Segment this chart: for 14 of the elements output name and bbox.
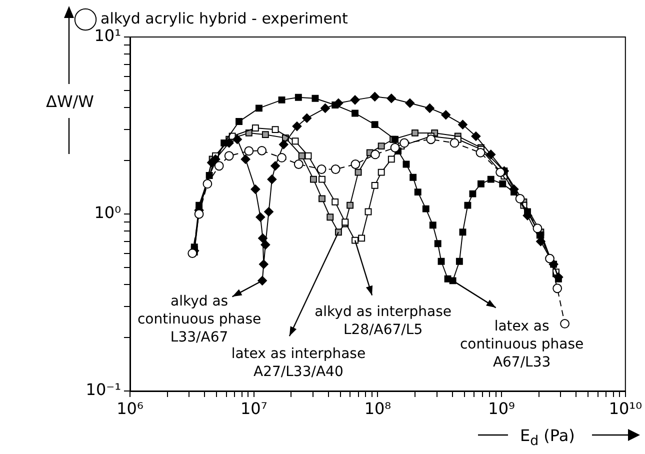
annotation: alkyd as interphase L28/A67/L5 (314, 304, 452, 338)
x-tick-label: 10⁹ (488, 398, 515, 418)
x-tick-label: 10⁶ (116, 398, 144, 418)
legend-label: alkyd acrylic hybrid - experiment (100, 9, 348, 28)
x-tick-label: 10⁷ (240, 398, 268, 418)
y-tick-label: 10¹ (94, 26, 121, 46)
y-tick-label: 10⁻¹ (86, 380, 121, 400)
annotation: latex as continuous phase A67/L33 (460, 318, 584, 370)
x-axis-title: E$_{d}$ (Pa) (520, 426, 575, 450)
x-tick-label: 10⁸ (364, 398, 392, 418)
y-tick-label: 10⁰ (94, 203, 121, 222)
annotation: latex as interphase A27/L33/A40 (231, 346, 366, 380)
y-axis-title: ΔW/W (45, 92, 95, 111)
x-tick-label: 10¹⁰ (608, 398, 642, 418)
